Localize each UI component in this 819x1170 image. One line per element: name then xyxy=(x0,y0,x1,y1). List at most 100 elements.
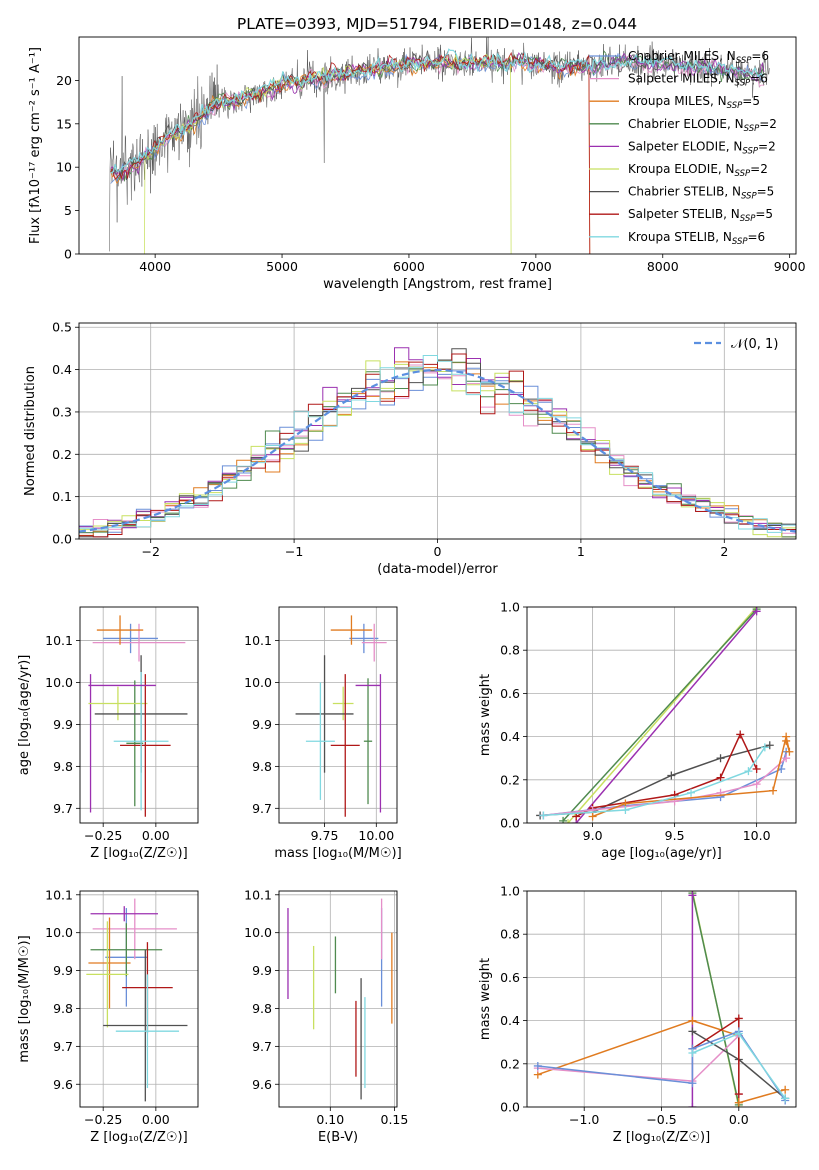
y-tick-label: 0.2 xyxy=(52,447,72,462)
y-tick-label: 1.0 xyxy=(500,884,520,899)
x-tick-label: 6000 xyxy=(393,259,425,274)
y-tick-label: 10.1 xyxy=(45,887,73,902)
y-tick-label: 9.8 xyxy=(53,759,73,774)
weight_vs_Z-frame xyxy=(526,890,797,1108)
errorbar-5 xyxy=(90,906,158,922)
weight-point xyxy=(734,1090,743,1099)
errorbar-1 xyxy=(103,623,158,654)
y-tick-label: 9.6 xyxy=(53,1077,73,1092)
errorbar-3 xyxy=(96,615,144,645)
y-tick-label: 0.1 xyxy=(52,489,72,504)
mass_vs_ebv-axes: 0.10 0.15 9.6 9.7 9.8 9.9 10.0 10.1 E(B-V) xyxy=(244,887,408,1145)
errorbar-4 xyxy=(126,680,144,807)
weight-point xyxy=(716,754,725,763)
y-tick-label: 0 xyxy=(64,247,72,262)
age_vs_mass-plot xyxy=(295,615,387,817)
spectrum-legend: Chabrier MILES, NSSP=6 Salpeter MILES, NS… xyxy=(589,49,777,247)
x-tick-label: 9000 xyxy=(774,259,806,274)
weight-line-5 xyxy=(575,732,758,818)
spectrum-model-8 xyxy=(110,51,591,254)
errorbar-6 xyxy=(88,686,148,721)
weight-point xyxy=(781,1085,790,1094)
spectrum-model-9 xyxy=(110,48,765,174)
x-tick-label: 8000 xyxy=(647,259,679,274)
age_vs_Z-plot xyxy=(88,615,188,817)
weight-point xyxy=(559,816,568,823)
weight_vs_Z-plot xyxy=(533,891,790,1107)
y-tick-label: 9.8 xyxy=(252,759,272,774)
y-tick-label: 0.3 xyxy=(52,404,72,419)
weight-point xyxy=(765,741,774,750)
x-tick-label: 0.0 xyxy=(729,1112,749,1127)
weight_vs_age-frame xyxy=(526,606,797,824)
errorbar-3 xyxy=(88,917,131,1009)
mass_vs_Z-axes: −0.25 0.00 9.6 9.7 9.8 9.9 10.0 10.1 Z [log₁₀(Z/… xyxy=(17,887,198,1145)
weight-point xyxy=(588,812,597,821)
errorbar-6 xyxy=(332,686,354,721)
weight-line-2 xyxy=(691,893,740,1105)
y-tick-label: 9.9 xyxy=(53,717,73,732)
weight-point xyxy=(782,736,791,745)
weight-point xyxy=(782,754,791,763)
x-tick-label: −1.0 xyxy=(569,1112,599,1127)
x-axis-label: (data-model)/error xyxy=(377,562,498,577)
x-tick-label: 0.15 xyxy=(381,1112,409,1127)
errorbar-8 xyxy=(120,674,171,817)
y-tick-label: 10.1 xyxy=(244,633,272,648)
weight-point xyxy=(539,811,548,820)
weight-point xyxy=(769,786,778,795)
weight-point xyxy=(736,730,745,739)
y-axis-label: mass weight xyxy=(478,958,493,1040)
y-tick-label: 0.0 xyxy=(500,1100,520,1115)
weight-point xyxy=(688,1016,697,1025)
legend-entry: Salpeter ELODIE, NSSP=2 xyxy=(628,139,776,156)
x-axis-label: Z [log₁₀(Z/Z☉)] xyxy=(90,1130,187,1145)
weight-point xyxy=(533,1061,542,1070)
errorbar-9 xyxy=(305,682,335,800)
y-tick-label: 0.2 xyxy=(500,772,520,787)
weight-line-6 xyxy=(543,751,787,817)
legend-entry: Salpeter MILES, NSSP=6 xyxy=(628,72,768,89)
errorbar-9 xyxy=(115,974,180,1089)
y-tick-label: 0.8 xyxy=(500,643,520,658)
y-tick-label: 0.6 xyxy=(500,970,520,985)
age_vs_Z-frame xyxy=(79,606,199,824)
y-tick-label: 0.4 xyxy=(52,362,72,377)
y-tick-label: 0.4 xyxy=(500,729,520,744)
errorbar-4 xyxy=(363,678,373,805)
legend-entry: Chabrier STELIB, NSSP=5 xyxy=(628,185,774,202)
legend-entry: Kroupa MILES, NSSP=5 xyxy=(628,94,760,111)
y-tick-label: 0.0 xyxy=(52,532,72,547)
x-axis-label: Z [log₁₀(Z/Z☉)] xyxy=(90,846,187,861)
x-tick-label: 4000 xyxy=(139,259,171,274)
normal-reference-curve xyxy=(79,368,796,533)
spectrum-plot xyxy=(109,37,770,254)
x-tick-label: 10.0 xyxy=(743,828,771,843)
weight-line-7 xyxy=(543,757,787,817)
y-tick-label: 9.6 xyxy=(252,1077,272,1092)
legend-entry: Chabrier MILES, NSSP=6 xyxy=(628,49,769,66)
x-tick-label: 9.0 xyxy=(583,828,603,843)
x-tick-label: 5000 xyxy=(266,259,298,274)
y-tick-label: 0.8 xyxy=(500,927,520,942)
residuals-legend: 𝒩(0, 1) xyxy=(694,337,778,352)
x-tick-label: 1 xyxy=(577,544,585,559)
weight-line-2 xyxy=(562,608,758,822)
weight-point xyxy=(752,780,761,789)
y-tick-label: 10.0 xyxy=(244,675,272,690)
weight-point xyxy=(688,1079,697,1088)
mass_vs_ebv-plot xyxy=(287,898,393,1100)
residuals-frame xyxy=(78,322,797,540)
errorbar-3 xyxy=(330,615,373,645)
mass_vs_Z-frame xyxy=(79,890,199,1108)
y-tick-label: 15 xyxy=(56,116,72,131)
y-tick-label: 10.1 xyxy=(45,633,73,648)
x-tick-label: 9.75 xyxy=(311,828,339,843)
weight_vs_age-axes: 9.0 9.5 10.0 0.0 0.2 0.4 0.6 0.8 1.0 age [log₁₀(a… xyxy=(478,600,796,861)
mass_vs_Z-plot xyxy=(86,898,188,1102)
y-tick-label: 10.1 xyxy=(244,887,272,902)
errorbar-2 xyxy=(361,623,387,662)
weight-point xyxy=(752,607,761,616)
spectrum-model-7 xyxy=(110,50,765,178)
y-tick-label: 9.8 xyxy=(53,1001,73,1016)
